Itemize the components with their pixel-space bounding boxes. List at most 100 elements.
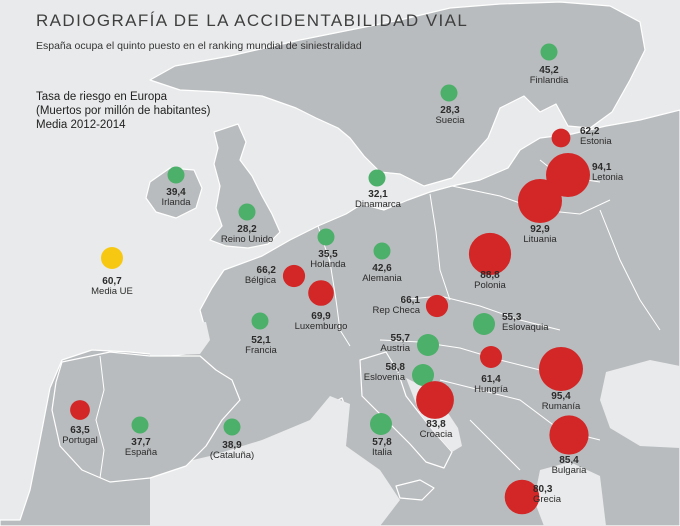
label-hungria: 61,4 Hungría — [474, 375, 508, 395]
marker-irlanda — [167, 166, 185, 184]
marker-value: 61,4 — [481, 374, 501, 385]
marker-portugal — [70, 400, 90, 420]
marker-finlandia — [540, 43, 558, 61]
marker-value: 39,4 — [166, 187, 186, 198]
sicily-shape — [395, 479, 435, 501]
legend-line-1: Tasa de riesgo en Europa — [36, 91, 168, 103]
marker-dinamarca — [368, 169, 386, 187]
iberia-shape — [51, 351, 241, 483]
marker-value: 66,2 — [256, 265, 276, 276]
label-alemania: 42,6 Alemania — [362, 264, 402, 284]
marker-value: 37,7 — [131, 437, 151, 448]
marker-country-name: Luxemburgo — [294, 321, 348, 332]
marker-country-name: Alemania — [362, 273, 402, 284]
label-holanda: 35,5 Holanda — [310, 250, 345, 270]
marker-bulgaria — [549, 415, 589, 455]
marker-country-name: Lituania — [523, 234, 557, 245]
label-grecia: 80,3 Grecia — [533, 485, 561, 505]
marker-estonia — [551, 128, 571, 148]
label-cataluna: 38,9 (Cataluña) — [210, 441, 254, 461]
marker-grecia — [504, 479, 540, 515]
marker-country-name: Bulgaria — [551, 465, 587, 476]
marker-value: 63,5 — [70, 425, 90, 436]
page-title: RADIOGRAFÍA DE LA ACCIDENTABILIDAD VIAL — [36, 11, 469, 30]
legend: Tasa de riesgo en Europa (Muertos por mi… — [36, 90, 211, 132]
label-media-ue: 60,7 Media UE — [91, 277, 133, 297]
marker-media-ue — [101, 247, 123, 269]
border-france-germany — [317, 225, 351, 347]
marker-value: 58,8 — [385, 362, 405, 373]
marker-country-name: Eslovenia — [363, 372, 405, 383]
marker-value: 85,4 — [559, 455, 579, 466]
marker-country-name: Rumanía — [541, 401, 581, 412]
marker-letonia — [546, 153, 590, 197]
border-germany-poland — [429, 193, 451, 301]
label-bulgaria: 85,4 Bulgaria — [552, 456, 587, 476]
marker-country-name: Reino Unido — [220, 234, 274, 245]
label-suecia: 28,3 Suecia — [435, 106, 464, 126]
label-rep-checa: 66,1 Rep Checa — [372, 296, 420, 316]
marker-country-name: Irlanda — [161, 197, 191, 208]
label-finlandia: 45,2 Finlandia — [530, 66, 569, 86]
scandinavia-shape — [149, 1, 646, 187]
marker-country-name: Eslovaquia — [502, 322, 549, 333]
marker-rumania — [539, 347, 583, 391]
marker-value: 28,3 — [440, 105, 460, 116]
black-sea-shape — [600, 360, 680, 448]
marker-reino-unido — [238, 203, 256, 221]
marker-eslovaquia — [473, 313, 495, 335]
marker-country-name: Suecia — [435, 115, 465, 126]
marker-value: 38,9 — [222, 440, 242, 451]
legend-line-2: (Muertos por millón de habitantes) — [36, 105, 211, 117]
label-belgica: 66,2 Bélgica — [245, 266, 276, 286]
label-eslovaquia: 55,3 Eslovaquia — [502, 313, 548, 333]
marker-country-name: Polonia — [474, 280, 506, 291]
marker-value: 92,9 — [530, 224, 550, 235]
label-rumania: 95,4 Rumanía — [542, 392, 581, 412]
label-eslovenia: 58,8 Eslovenia — [364, 363, 405, 383]
label-croacia: 83,8 Croacia — [420, 420, 453, 440]
marker-country-name: Letonia — [592, 172, 624, 183]
marker-value: 35,5 — [318, 249, 338, 260]
marker-francia — [251, 312, 269, 330]
label-portugal: 63,5 Portugal — [62, 426, 97, 446]
marker-eslovenia — [412, 364, 434, 386]
marker-value: 62,2 — [580, 126, 600, 137]
marker-value: 80,3 — [533, 484, 553, 495]
marker-value: 55,7 — [390, 333, 410, 344]
marker-country-name: Grecia — [533, 494, 561, 505]
label-irlanda: 39,4 Irlanda — [161, 188, 190, 208]
label-austria: 55,7 Austria — [380, 334, 410, 354]
marker-country-name: Finlandia — [529, 75, 569, 86]
marker-value: 52,1 — [251, 335, 271, 346]
marker-country-name: Rep Checa — [372, 305, 420, 316]
marker-value: 69,9 — [311, 311, 331, 322]
marker-country-name: Austria — [380, 343, 410, 354]
marker-country-name: Francia — [245, 345, 277, 356]
border-east — [599, 209, 661, 331]
marker-value: 57,8 — [372, 437, 392, 448]
border-central-1 — [399, 295, 561, 331]
page-subtitle: España ocupa el quinto puesto en el rank… — [36, 40, 362, 52]
marker-polonia — [468, 232, 512, 276]
label-dinamarca: 32,1 Dinamarca — [355, 190, 401, 210]
great-britain-shape — [209, 123, 281, 249]
border-spain-portugal — [95, 355, 105, 479]
marker-value: 45,2 — [539, 65, 559, 76]
marker-italia — [370, 413, 392, 435]
border-balkans-2 — [469, 419, 521, 471]
marker-country-name: Holanda — [310, 259, 346, 270]
marker-value: 55,3 — [502, 312, 522, 323]
marker-suecia — [440, 84, 458, 102]
marker-hungria — [480, 346, 502, 368]
marker-austria — [417, 334, 439, 356]
marker-value: 66,1 — [400, 295, 420, 306]
marker-lituania — [518, 179, 562, 223]
marker-country-name: España — [124, 447, 158, 458]
mediterranean-west-shape — [150, 396, 400, 526]
marker-layer — [70, 43, 590, 515]
marker-alemania — [373, 242, 391, 260]
marker-espana — [131, 416, 149, 434]
